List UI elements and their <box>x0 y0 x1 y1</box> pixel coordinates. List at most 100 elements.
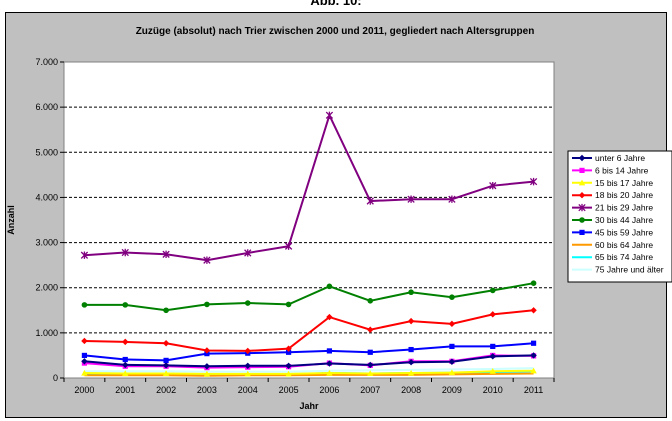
data-point <box>449 294 455 300</box>
data-point <box>326 283 333 290</box>
series-line <box>84 342 534 362</box>
y-tick-label: 6.000 <box>35 102 58 112</box>
series-4 <box>81 307 537 355</box>
data-point <box>449 343 455 349</box>
data-point <box>285 370 292 377</box>
data-point <box>81 358 88 365</box>
data-point <box>121 248 129 257</box>
legend: unter 6 Jahre 6 bis 14 Jahre 15 bis 17 Jah… <box>572 153 664 275</box>
data-point <box>163 307 169 314</box>
x-axis-ticks: 2000 2001 2002 2003 2004 2005 2006 2007 2008 2009… <box>63 378 555 395</box>
data-point <box>81 369 88 376</box>
data-point <box>407 317 415 325</box>
y-axis-title: Anzahl <box>6 205 16 235</box>
data-point <box>244 362 251 370</box>
data-point <box>407 359 415 366</box>
chart-title: Zuzüge (absolut) nach Trier zwischen 200… <box>136 26 535 37</box>
series-line <box>84 354 534 368</box>
data-point <box>578 179 586 186</box>
data-point <box>285 362 292 370</box>
legend-label: 65 bis 74 Jahre <box>595 252 653 262</box>
data-point <box>284 242 293 250</box>
data-point <box>81 302 88 308</box>
data-point <box>163 357 169 363</box>
data-point <box>578 203 586 212</box>
plot-area <box>63 61 555 379</box>
data-point <box>244 300 251 306</box>
data-point <box>244 370 251 377</box>
data-point <box>326 348 333 354</box>
data-point <box>490 343 496 349</box>
x-tick-label: 2002 <box>156 385 176 395</box>
data-point <box>530 340 537 346</box>
data-point <box>367 326 374 333</box>
series-line <box>84 367 534 373</box>
x-tick-label: 2006 <box>319 385 339 395</box>
data-point <box>162 250 170 259</box>
data-point <box>204 301 210 308</box>
data-point <box>530 307 537 314</box>
data-point <box>122 338 129 346</box>
data-point <box>244 347 251 355</box>
legend-item: 6 bis 14 Jahre <box>572 165 649 175</box>
data-point <box>122 356 128 363</box>
data-point <box>448 358 456 365</box>
y-tick-label: 0 <box>53 373 58 383</box>
legend-label: 60 bis 64 Jahre <box>595 240 653 250</box>
x-tick-label: 2005 <box>279 385 299 395</box>
data-point <box>448 195 456 203</box>
legend-label: 18 bis 20 Jahre <box>595 190 653 200</box>
legend-label: 45 bis 59 Jahre <box>595 227 653 237</box>
series-line <box>84 112 534 262</box>
data-point <box>489 287 496 294</box>
series-line <box>84 372 534 377</box>
data-point <box>122 370 129 377</box>
legend-label: 21 bis 29 Jahre <box>595 203 653 213</box>
series-6 <box>81 280 537 314</box>
data-point <box>448 320 456 328</box>
y-tick-label: 1.000 <box>35 328 58 338</box>
y-tick-label: 3.000 <box>35 238 58 248</box>
y-tick-label: 7.000 <box>35 57 58 67</box>
x-tick-label: 2004 <box>238 385 258 395</box>
series-line <box>84 309 534 352</box>
x-tick-label: 2009 <box>442 385 462 395</box>
data-point <box>448 369 456 376</box>
data-point <box>203 347 211 354</box>
data-point <box>367 370 374 377</box>
x-tick-label: 2000 <box>74 385 94 395</box>
data-point <box>366 197 374 205</box>
legend-box <box>567 150 672 283</box>
x-tick-label: 2010 <box>483 385 503 395</box>
legend-item: 18 bis 20 Jahre <box>572 190 653 200</box>
data-point <box>530 280 537 287</box>
data-point <box>529 177 538 186</box>
series-5 <box>80 111 538 264</box>
data-point <box>203 370 211 377</box>
data-point <box>122 302 129 308</box>
data-point <box>530 367 537 374</box>
data-point <box>530 352 537 359</box>
data-point <box>285 349 292 355</box>
data-point <box>325 111 334 119</box>
legend-item: 60 bis 64 Jahre <box>572 240 653 250</box>
data-point <box>162 370 170 377</box>
x-tick-label: 2003 <box>197 385 217 395</box>
x-tick-label: 2007 <box>360 385 380 395</box>
legend-item: 30 bis 44 Jahre <box>572 215 653 225</box>
data-point <box>285 301 292 308</box>
x-tick-label: 2001 <box>115 385 135 395</box>
data-point <box>326 313 333 321</box>
data-point <box>162 362 170 369</box>
series-1 <box>81 352 537 370</box>
data-point <box>326 369 333 376</box>
x-tick-label: 2008 <box>401 385 421 395</box>
legend-label: unter 6 Jahre <box>595 153 645 163</box>
data-point <box>203 363 211 370</box>
data-point <box>578 154 586 162</box>
data-point <box>367 349 373 355</box>
series-8 <box>84 372 534 377</box>
data-point <box>81 352 88 359</box>
y-axis-ticks: 0 1.000 2.000 3.000 4.000 5.000 6.000 7.000 <box>35 57 64 383</box>
data-point <box>579 229 585 235</box>
